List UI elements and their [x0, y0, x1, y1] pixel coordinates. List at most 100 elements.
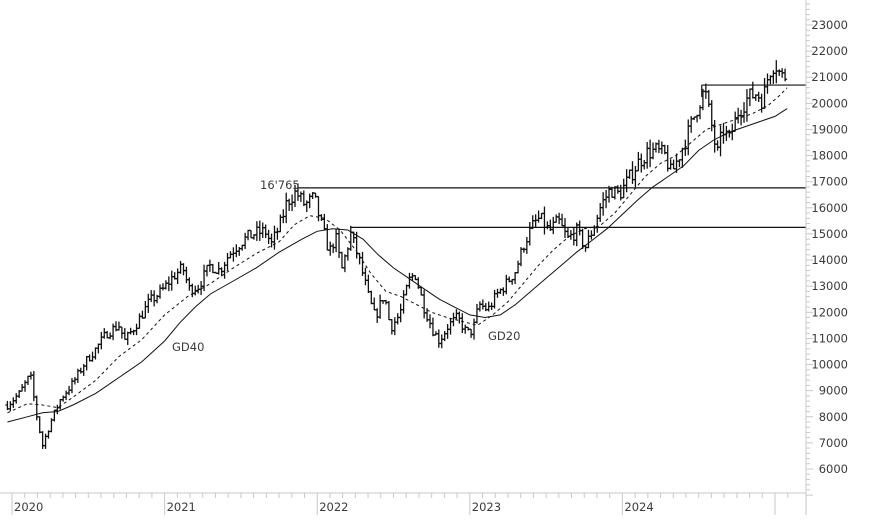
ohlc-bar	[648, 139, 653, 168]
ohlc-bar	[146, 293, 151, 313]
ohlc-bar	[771, 70, 776, 84]
ohlc-bar	[96, 343, 101, 354]
ohlc-bar	[163, 280, 168, 290]
ohlc-bar	[254, 221, 259, 241]
ohlc-bar	[445, 324, 450, 339]
ohlc-bar	[378, 294, 383, 319]
ohlc-bar	[551, 216, 556, 235]
ohlc-bar	[149, 290, 154, 303]
ohlc-bar	[639, 153, 644, 173]
x-tick-label: 2021	[167, 500, 196, 514]
ohlc-bar	[762, 78, 767, 109]
ohlc-bar	[342, 254, 347, 273]
ohlc-bar	[125, 331, 130, 345]
ohlc-bar	[190, 283, 195, 298]
ohlc-bar	[392, 317, 397, 336]
ohlc-bar	[428, 314, 433, 329]
ohlc-bar	[457, 311, 462, 324]
horizontal-levels	[297, 84, 806, 229]
ohlc-bars	[5, 60, 788, 449]
ma-line-gd40	[7, 108, 788, 423]
ohlc-bar	[604, 189, 609, 209]
ohlc-bar	[527, 222, 532, 246]
ohlc-bar	[263, 224, 268, 239]
ohlc-bar	[733, 111, 738, 133]
ohlc-bar	[257, 220, 262, 241]
ohlc-bar	[727, 129, 732, 138]
ohlc-bar	[463, 324, 468, 334]
y-tick-label: 12000	[811, 305, 848, 319]
ohlc-bar	[248, 229, 253, 239]
ohlc-bar	[665, 144, 670, 172]
ohlc-bar	[739, 109, 744, 126]
ohlc-bar	[554, 214, 559, 223]
y-tick-label: 15000	[811, 227, 848, 241]
y-tick-label: 7000	[819, 436, 848, 450]
ohlc-bar	[122, 328, 127, 341]
ohlc-bar	[61, 395, 66, 402]
ohlc-bar	[231, 247, 236, 262]
x-tick-label: 2024	[624, 500, 653, 514]
ohlc-bar	[747, 88, 752, 107]
ohlc-bar	[284, 192, 289, 224]
ohlc-bar	[128, 327, 133, 335]
ohlc-bar	[389, 319, 394, 335]
y-tick-label: 22000	[811, 44, 848, 58]
ohlc-bar	[442, 330, 447, 342]
y-tick-label: 9000	[819, 384, 848, 398]
ohlc-bar	[137, 313, 142, 330]
ohlc-bar	[246, 229, 251, 241]
ohlc-bar	[69, 378, 74, 394]
ohlc-bar	[207, 259, 212, 272]
ohlc-bar	[37, 416, 42, 434]
ohlc-bar	[718, 125, 723, 157]
ohlc-bar	[99, 332, 104, 350]
ohlc-bar	[744, 89, 749, 122]
ohlc-bar	[40, 431, 45, 449]
y-axis-background	[807, 0, 874, 515]
ohlc-bar	[266, 229, 271, 245]
ohlc-bar	[495, 288, 500, 298]
y-tick-label: 10000	[811, 358, 848, 372]
ohlc-bar	[451, 312, 456, 327]
ma-series-label: GD20	[488, 329, 520, 343]
ohlc-bar	[574, 222, 579, 247]
ohlc-bar	[783, 68, 788, 82]
y-tick-label: 21000	[811, 70, 848, 84]
ohlc-bar	[645, 142, 650, 169]
ma-line-gd20	[7, 87, 788, 414]
ohlc-bar	[595, 214, 600, 233]
ohlc-bar	[422, 289, 427, 319]
ohlc-bar	[436, 329, 441, 348]
ohlc-bar	[14, 393, 19, 404]
ohlc-bar	[386, 301, 391, 321]
y-tick-label: 23000	[811, 18, 848, 32]
ohlc-bar	[301, 190, 306, 207]
ohlc-bar	[477, 301, 482, 312]
ohlc-bar	[325, 224, 330, 251]
ohlc-bar	[474, 303, 479, 324]
ohlc-bar	[181, 263, 186, 276]
ohlc-bar	[671, 159, 676, 170]
ohlc-bar	[627, 169, 632, 179]
ma-series-label: GD40	[172, 340, 204, 354]
y-tick-label: 11000	[811, 331, 848, 345]
x-tick-label: 2023	[472, 500, 501, 514]
ohlc-bar	[269, 233, 274, 248]
x-tick-label: 2020	[14, 500, 43, 514]
ohlc-bar	[8, 401, 13, 412]
ohlc-bar	[348, 225, 353, 251]
ohlc-bar	[337, 228, 342, 258]
ohlc-bar	[357, 252, 362, 265]
y-tick-label: 16000	[811, 201, 848, 215]
moving-averages	[7, 87, 788, 423]
ohlc-bar	[134, 323, 139, 336]
ohlc-bar	[72, 376, 77, 385]
y-tick-label: 14000	[811, 253, 848, 267]
ohlc-bar	[756, 91, 761, 103]
ohlc-bar	[712, 120, 717, 153]
x-axis: 2020 2021 2022 2023 2024	[0, 492, 806, 515]
ohlc-bar	[562, 218, 567, 239]
ohlc-bar	[11, 397, 16, 408]
